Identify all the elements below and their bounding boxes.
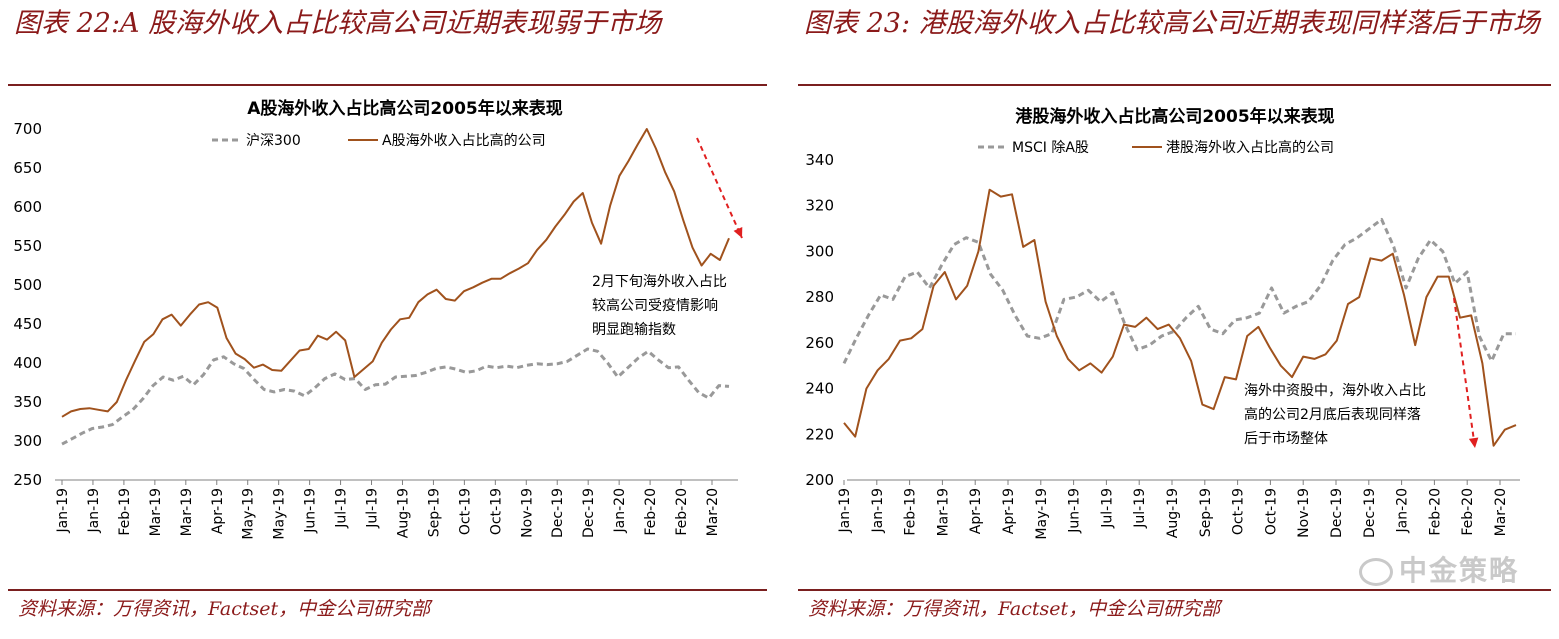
left-top-rule <box>8 84 767 86</box>
annotation-text: 明显跑输指数 <box>592 322 676 338</box>
x-tick-label: Jul-19 <box>1132 488 1148 529</box>
x-tick-label: May-19 <box>1034 488 1050 540</box>
left-bottom-rule <box>8 589 767 591</box>
x-tick-label: Jul-19 <box>1099 488 1115 529</box>
left-chart: A股海外收入占比高公司2005年以来表现 250 300 350 400 450 500 55… <box>13 98 743 540</box>
x-tick-label: Dec-19 <box>1362 488 1378 538</box>
x-tick-label: Apr-19 <box>1001 488 1017 534</box>
x-tick-label: Feb-20 <box>674 488 690 536</box>
y-tick-label: 500 <box>13 276 42 294</box>
x-tick-label: May-19 <box>272 488 288 540</box>
y-tick-label: 450 <box>13 315 42 333</box>
y-tick-label: 320 <box>805 197 834 215</box>
overseas-revenue-series-line <box>61 128 730 418</box>
right-figure-title: 图表 23: 港股海外收入占比较高公司近期表现同样落后于市场 <box>804 8 1540 39</box>
x-tick-label: Mar-20 <box>705 488 721 536</box>
right-bottom-rule <box>798 589 1551 591</box>
legend-label: 沪深300 <box>246 133 301 149</box>
x-tick-label: Jan-19 <box>55 488 71 533</box>
watermark: 中金策略 <box>1358 549 1519 589</box>
x-tick-label: Nov-19 <box>1296 488 1312 538</box>
x-tick-label: Mar-20 <box>1493 488 1509 536</box>
x-tick-label: Feb-19 <box>117 488 133 536</box>
index-series-line <box>842 217 1516 365</box>
x-tick-label: Apr-19 <box>210 488 226 534</box>
x-tick-label: Feb-20 <box>643 488 659 536</box>
y-tick-label: 260 <box>805 334 834 352</box>
annotation-text: 后于市场整体 <box>1244 430 1328 447</box>
x-tick-label: Jun-19 <box>1067 488 1083 534</box>
chart-title: 港股海外收入占比高公司2005年以来表现 <box>1015 106 1334 127</box>
left-figure-panel: 图表 22:A 股海外收入占比较高公司近期表现弱于市场 A股海外收入占比高公司2… <box>0 0 775 639</box>
overseas-revenue-series-line <box>843 188 1517 447</box>
x-tick-label: Sep-19 <box>1198 488 1214 537</box>
right-chart: 港股海外收入占比高公司2005年以来表现 200 220 240 260 280 300 32… <box>805 106 1520 540</box>
annotation-text: 高的公司2月底后表现同样落 <box>1244 406 1421 423</box>
x-tick-label: Feb-19 <box>903 488 919 536</box>
x-tick-label: Jan-20 <box>612 488 628 533</box>
y-tick-label: 550 <box>13 237 42 255</box>
x-tick-label: Jan-19 <box>837 488 853 533</box>
x-tick-label: Mar-19 <box>179 488 195 536</box>
annotation-text: 2月下旬海外收入占比 <box>592 274 727 290</box>
x-tick-label: Jan-19 <box>86 488 102 533</box>
y-tick-label: 200 <box>805 471 834 489</box>
x-tick-label: Jul-19 <box>334 488 350 529</box>
y-tick-label: 400 <box>13 354 42 372</box>
legend-label: A股海外收入占比高的公司 <box>382 132 546 149</box>
x-tick-label: Oct-19 <box>488 488 504 535</box>
right-figure-panel: 图表 23: 港股海外收入占比较高公司近期表现同样落后于市场 港股海外收入占比高… <box>790 0 1559 639</box>
x-tick-label: Feb-20 <box>1460 488 1476 536</box>
x-tick-label: Oct-19 <box>457 488 473 535</box>
legend-label: 港股海外收入占比高的公司 <box>1166 139 1334 156</box>
y-tick-label: 600 <box>13 198 42 216</box>
left-source-note: 资料来源：万得资讯，Factset，中金公司研究部 <box>18 598 431 620</box>
x-tick-label: Jan-20 <box>1395 488 1411 533</box>
x-tick-label: Sep-19 <box>426 488 442 537</box>
legend-label: MSCI 除A股 <box>1012 140 1089 156</box>
x-tick-label: Jul-19 <box>365 488 381 529</box>
y-tick-label: 220 <box>805 425 834 443</box>
x-tick-label: Oct-19 <box>1263 488 1279 535</box>
y-tick-label: 700 <box>13 120 42 138</box>
x-tick-label: Dec-19 <box>1329 488 1345 538</box>
x-tick-label: Dec-19 <box>581 488 597 538</box>
trend-arrow-head <box>1468 437 1479 448</box>
y-tick-label: 340 <box>805 151 834 169</box>
y-tick-label: 280 <box>805 288 834 306</box>
x-tick-label: May-19 <box>241 488 257 540</box>
y-tick-label: 300 <box>13 432 42 450</box>
x-tick-label: Feb-20 <box>1427 488 1443 536</box>
y-tick-label: 240 <box>805 380 834 398</box>
y-tick-label: 250 <box>13 471 42 489</box>
annotation-text: 较高公司受疫情影响 <box>592 297 718 314</box>
x-tick-label: Dec-19 <box>550 488 566 538</box>
y-tick-label: 350 <box>13 393 42 411</box>
chart-title: A股海外收入占比高公司2005年以来表现 <box>247 98 562 119</box>
left-figure-title: 图表 22:A 股海外收入占比较高公司近期表现弱于市场 <box>14 8 662 39</box>
y-tick-label: 300 <box>805 242 834 260</box>
right-source-note: 资料来源：万得资讯，Factset，中金公司研究部 <box>808 598 1221 620</box>
x-tick-label: Mar-19 <box>935 488 951 536</box>
trend-arrow-line <box>696 137 743 239</box>
trend-arrow-line <box>1453 297 1476 449</box>
y-tick-label: 650 <box>13 159 42 177</box>
x-tick-label: Apr-19 <box>968 488 984 534</box>
x-tick-label: Oct-19 <box>1231 488 1247 535</box>
x-tick-label: Nov-19 <box>519 488 535 538</box>
x-tick-label: Jan-19 <box>870 488 886 533</box>
x-tick-label: Jun-19 <box>303 488 319 534</box>
x-tick-label: Aug-19 <box>1165 488 1181 538</box>
watermark-text: 中金策略 <box>1398 554 1519 587</box>
index-series-line <box>61 347 730 446</box>
right-top-rule <box>798 84 1551 86</box>
annotation-text: 海外中资股中，海外收入占比 <box>1244 383 1426 399</box>
trend-arrow-head <box>733 227 743 238</box>
wechat-icon <box>1358 558 1393 586</box>
x-tick-label: Aug-19 <box>395 488 411 538</box>
x-tick-label: Mar-19 <box>148 488 164 536</box>
